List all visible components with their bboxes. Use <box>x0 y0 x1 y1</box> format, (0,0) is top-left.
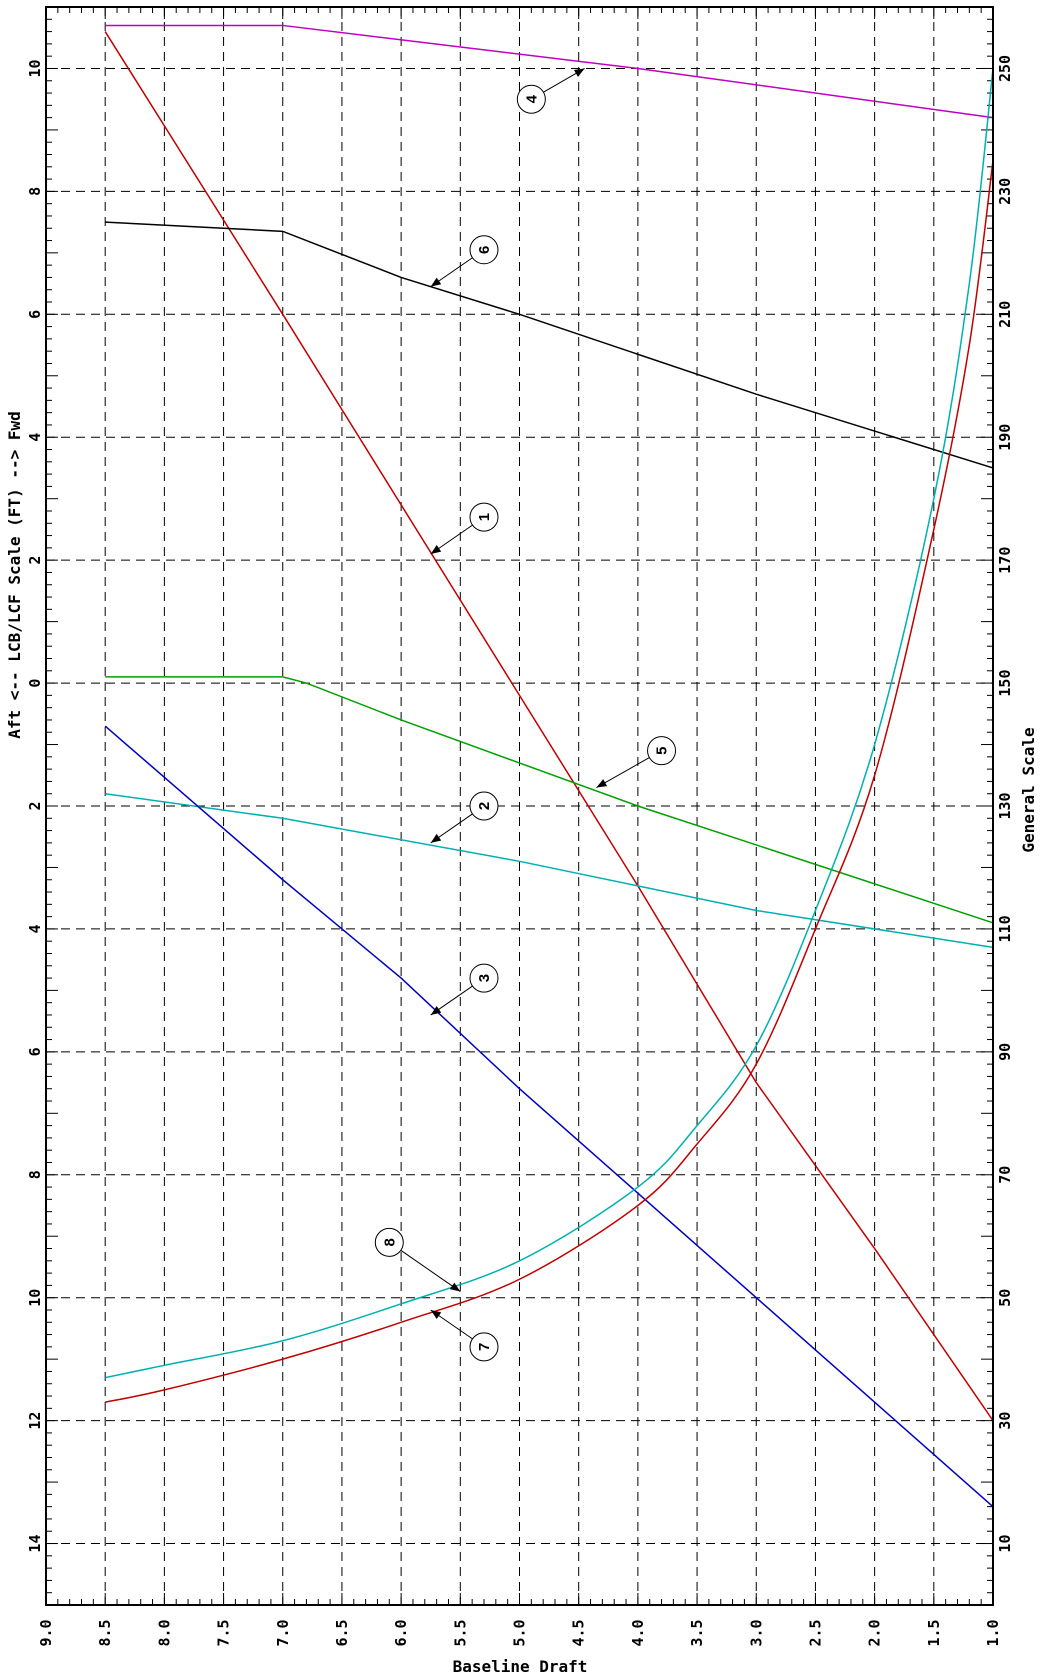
callouts: 1 2 3 4 5 6 7 8 <box>374 68 677 1362</box>
draft-tick-label: 4.0 <box>629 1619 647 1646</box>
data-series <box>104 24 994 1508</box>
general-tick-label: 70 <box>996 1166 1014 1184</box>
draft-tick-label: 7.5 <box>215 1619 233 1646</box>
callout-7-arrowhead <box>430 1309 442 1319</box>
lcb-tick-label: 10 <box>26 1289 44 1307</box>
lcb-tick-label: 0 <box>26 679 44 688</box>
draft-tick-label: 5.0 <box>511 1619 529 1646</box>
series-3-line <box>104 725 994 1508</box>
draft-tick-label: 8.5 <box>96 1619 114 1646</box>
draft-tick-label: 1.5 <box>925 1619 943 1646</box>
series-2-line <box>105 792 994 949</box>
lcb-tick-label: 12 <box>26 1412 44 1430</box>
lcb-tick-label: 4 <box>26 433 44 442</box>
draft-tick-label: 2.0 <box>866 1619 884 1646</box>
general-tick-label: 230 <box>996 178 1014 205</box>
series-6-line <box>105 221 994 469</box>
callout-1-arrowhead <box>430 545 442 555</box>
series-7-line <box>105 160 994 1403</box>
left-axis-title: Aft <-- LCB/LCF Scale (FT) --> Fwd <box>5 411 24 739</box>
callout-8-circle <box>374 1227 404 1257</box>
series-5-line <box>105 676 994 924</box>
lcb-tick-label: 4 <box>26 924 44 933</box>
lcb-tick-label: 10 <box>26 59 44 77</box>
callout-8-label: 8 <box>381 1238 398 1246</box>
tick-labels: 1.0 1.5 2.0 2.5 3.0 3.5 4.0 4.5 5.0 5.5 6.0 6.5 7.0 7… <box>26 55 1014 1647</box>
series-1-line <box>104 31 994 1422</box>
general-tick-label: 50 <box>996 1289 1014 1307</box>
callout-8-arrowhead <box>449 1282 461 1292</box>
series-8-line <box>105 68 994 1379</box>
callout-1-label: 1 <box>476 513 493 521</box>
general-tick-label: 130 <box>996 792 1014 819</box>
callout-2-label: 2 <box>476 802 493 810</box>
callout-5-label: 5 <box>654 747 671 755</box>
lcb-tick-label: 14 <box>26 1535 44 1553</box>
draft-tick-label: 7.0 <box>274 1619 292 1646</box>
x-axis-title: Baseline Draft <box>453 1657 588 1676</box>
callout-6-circle <box>469 235 499 265</box>
callout-3-label: 3 <box>476 974 493 982</box>
lcb-tick-label: 6 <box>26 310 44 319</box>
lcb-tick-label: 8 <box>26 1170 44 1179</box>
general-tick-label: 210 <box>996 301 1014 328</box>
grid <box>45 7 994 1605</box>
right-axis-title: General Scale <box>1019 727 1038 852</box>
general-tick-label: 10 <box>996 1535 1014 1553</box>
draft-tick-label: 5.5 <box>451 1619 469 1646</box>
lcb-tick-label: 8 <box>26 187 44 196</box>
callout-4-arrowhead <box>573 68 585 77</box>
lcb-tick-label: 6 <box>26 1047 44 1056</box>
general-tick-label: 110 <box>996 915 1014 942</box>
general-tick-label: 170 <box>996 547 1014 574</box>
callout-3-arrowhead <box>430 1005 442 1015</box>
draft-tick-label: 1.0 <box>984 1619 1002 1646</box>
draft-tick-label: 3.5 <box>688 1619 706 1646</box>
draft-tick-label: 9.0 <box>37 1619 55 1646</box>
plot-frame <box>45 6 994 1606</box>
callout-6-arrowhead <box>430 277 442 287</box>
general-tick-label: 250 <box>996 55 1014 82</box>
draft-tick-label: 4.5 <box>570 1619 588 1646</box>
draft-tick-label: 2.5 <box>806 1619 824 1646</box>
callout-5-circle <box>647 736 677 766</box>
draft-tick-label: 3.0 <box>747 1619 765 1646</box>
callout-5-arrowhead <box>596 779 608 788</box>
lcb-tick-label: 2 <box>26 801 44 810</box>
callout-8-arrow-line <box>400 1249 461 1292</box>
callout-7-label: 7 <box>476 1343 493 1351</box>
callout-2-arrowhead <box>430 833 442 843</box>
draft-tick-label: 6.0 <box>392 1619 410 1646</box>
general-tick-label: 150 <box>996 670 1014 697</box>
lcb-tick-label: 2 <box>26 556 44 565</box>
draft-tick-label: 6.5 <box>333 1619 351 1646</box>
callout-2-circle <box>469 791 499 821</box>
general-tick-label: 30 <box>996 1412 1014 1430</box>
general-tick-label: 90 <box>996 1043 1014 1061</box>
callout-6-label: 6 <box>476 246 493 254</box>
callout-3-circle <box>469 963 499 993</box>
general-tick-label: 190 <box>996 424 1014 451</box>
callout-4-label: 4 <box>523 94 540 103</box>
callout-7-circle <box>469 1332 499 1362</box>
series-4-line <box>105 24 994 119</box>
draft-tick-label: 8.0 <box>155 1619 173 1646</box>
callout-4-circle <box>516 84 546 114</box>
callout-1-circle <box>469 502 499 532</box>
callout-5-arrow-line <box>596 757 650 788</box>
